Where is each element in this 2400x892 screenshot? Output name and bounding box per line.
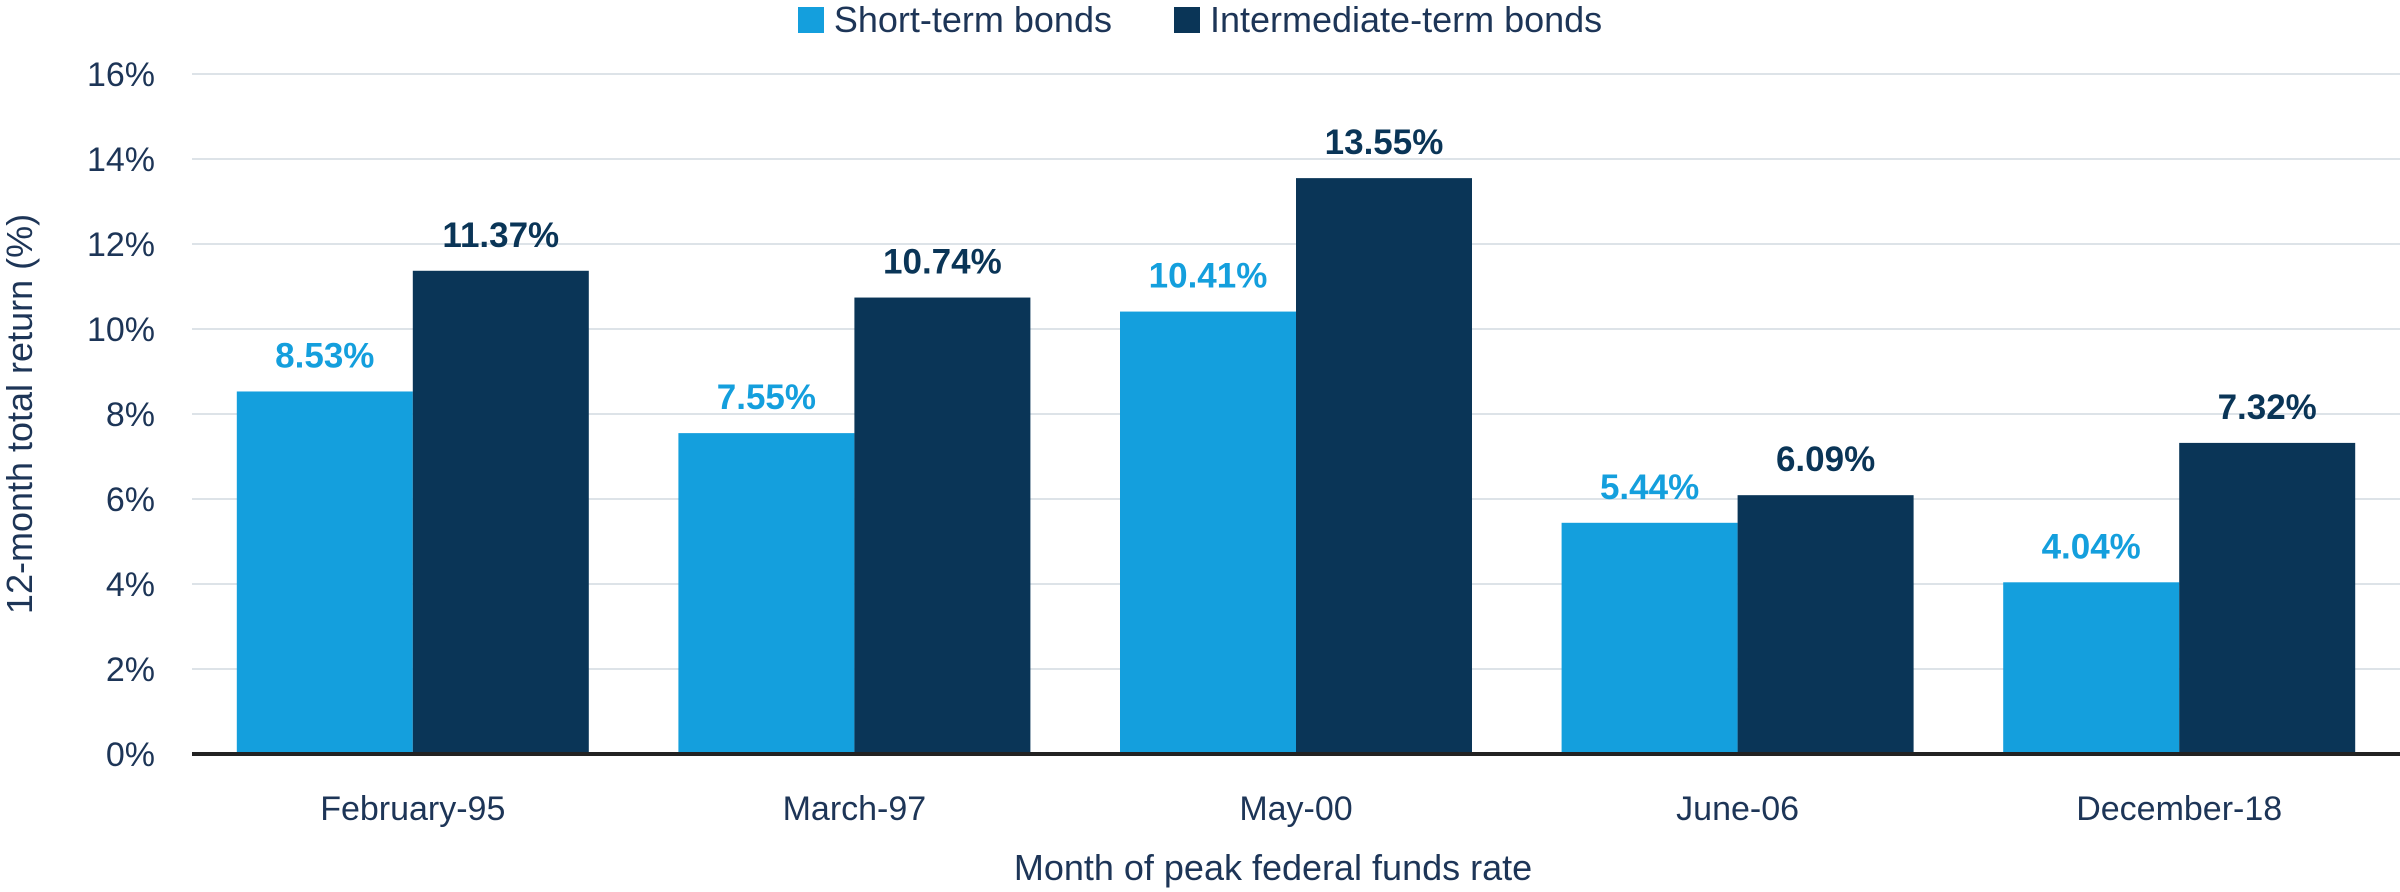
bar bbox=[1737, 495, 1914, 754]
legend-item-short-term: Short-term bonds bbox=[797, 0, 1112, 41]
legend-label-short-term: Short-term bonds bbox=[833, 0, 1112, 40]
y-tick-label: 10% bbox=[87, 311, 155, 349]
y-tick-label: 8% bbox=[106, 396, 155, 434]
legend: Short-term bonds Intermediate-term bonds bbox=[0, 0, 2400, 40]
data-label: 11.37% bbox=[442, 216, 559, 255]
y-axis-title: 12-month total return (%) bbox=[0, 214, 40, 614]
bar bbox=[2179, 442, 2356, 754]
data-label: 6.09% bbox=[1776, 440, 1875, 479]
y-tick-label: 0% bbox=[106, 736, 155, 774]
legend-swatch-short-term bbox=[797, 7, 824, 33]
x-axis-ticks: February-95 March-97 May-00 June-06 December… bbox=[320, 790, 2282, 828]
data-label: 13.55% bbox=[1325, 123, 1444, 162]
bar bbox=[1296, 178, 1472, 754]
bar bbox=[412, 270, 589, 754]
bar bbox=[678, 433, 855, 754]
bars bbox=[236, 178, 2356, 754]
data-label: 10.74% bbox=[883, 243, 1002, 282]
data-label: 10.41% bbox=[1149, 257, 1268, 296]
x-axis-title: Month of peak federal funds rate bbox=[1014, 847, 1532, 888]
data-label: 8.53% bbox=[275, 336, 374, 375]
data-label: 4.04% bbox=[2042, 527, 2141, 566]
legend-label-intermediate-term: Intermediate-term bonds bbox=[1209, 0, 1603, 40]
bar bbox=[1561, 522, 1738, 754]
y-axis-ticks: 0% 2% 4% 6% 8% 10% 12% 14% 16% bbox=[87, 56, 155, 774]
y-tick-label: 14% bbox=[87, 141, 155, 179]
data-label: 5.44% bbox=[1600, 468, 1699, 507]
bar bbox=[236, 391, 413, 754]
bar bbox=[2003, 582, 2180, 754]
legend-swatch-intermediate-term bbox=[1173, 7, 1200, 33]
y-tick-label: 6% bbox=[106, 481, 155, 519]
x-tick-label: February-95 bbox=[320, 790, 505, 828]
data-label: 7.32% bbox=[2218, 388, 2317, 427]
y-tick-label: 4% bbox=[106, 566, 155, 604]
x-tick-label: June-06 bbox=[1676, 790, 1799, 828]
data-labels: 8.53% 11.37% 7.55% 10.74% 10.41% 13.55% 5.44% 6… bbox=[275, 123, 2317, 566]
x-tick-label: May-00 bbox=[1239, 790, 1352, 828]
y-tick-label: 12% bbox=[87, 226, 155, 264]
bar bbox=[854, 297, 1031, 754]
x-tick-label: March-97 bbox=[783, 790, 927, 828]
data-label: 7.55% bbox=[717, 378, 816, 417]
y-tick-label: 16% bbox=[87, 56, 155, 94]
legend-item-intermediate-term: Intermediate-term bonds bbox=[1173, 0, 1603, 41]
x-tick-label: December-18 bbox=[2076, 790, 2282, 828]
y-tick-label: 2% bbox=[106, 651, 155, 689]
bar bbox=[1120, 311, 1296, 754]
